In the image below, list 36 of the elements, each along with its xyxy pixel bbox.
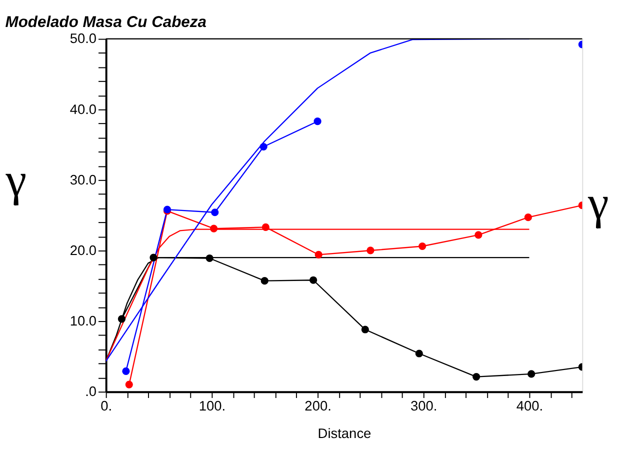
y-tick-label: 40.0 — [70, 102, 97, 117]
y-axis-title: γ — [4, 154, 27, 206]
point — [118, 315, 126, 323]
y2-axis-title: γ — [587, 177, 609, 230]
x-tick-label: 100. — [198, 398, 226, 414]
y-tick-label: 20.0 — [70, 242, 97, 258]
point — [415, 350, 423, 358]
x-tick-label: 300. — [410, 398, 438, 414]
point — [474, 231, 482, 239]
point — [524, 214, 532, 222]
point — [122, 367, 130, 375]
chart-title: Modelado Masa Cu Cabeza — [5, 14, 207, 32]
point — [210, 224, 218, 232]
point — [310, 276, 318, 284]
point — [150, 254, 158, 262]
point — [260, 277, 268, 285]
y-tick-label: 10.0 — [70, 313, 97, 328]
point — [528, 370, 536, 378]
point — [314, 250, 322, 259]
x-axis-title: Distance — [318, 426, 372, 442]
y-tick-label: .0 — [85, 384, 97, 400]
point — [125, 380, 133, 388]
y-tick-label: 30.0 — [70, 172, 97, 188]
point — [472, 373, 480, 381]
point — [206, 254, 214, 262]
point — [366, 246, 374, 254]
point — [361, 326, 369, 334]
point — [211, 208, 219, 216]
y-tick-label: 50.0 — [70, 31, 97, 46]
x-tick-label: 0. — [100, 398, 112, 414]
x-tick-label: 400. — [516, 398, 544, 414]
point — [260, 142, 268, 151]
x-tick-label: 200. — [304, 398, 332, 414]
point — [418, 242, 426, 250]
point — [262, 223, 270, 231]
point — [314, 118, 322, 126]
